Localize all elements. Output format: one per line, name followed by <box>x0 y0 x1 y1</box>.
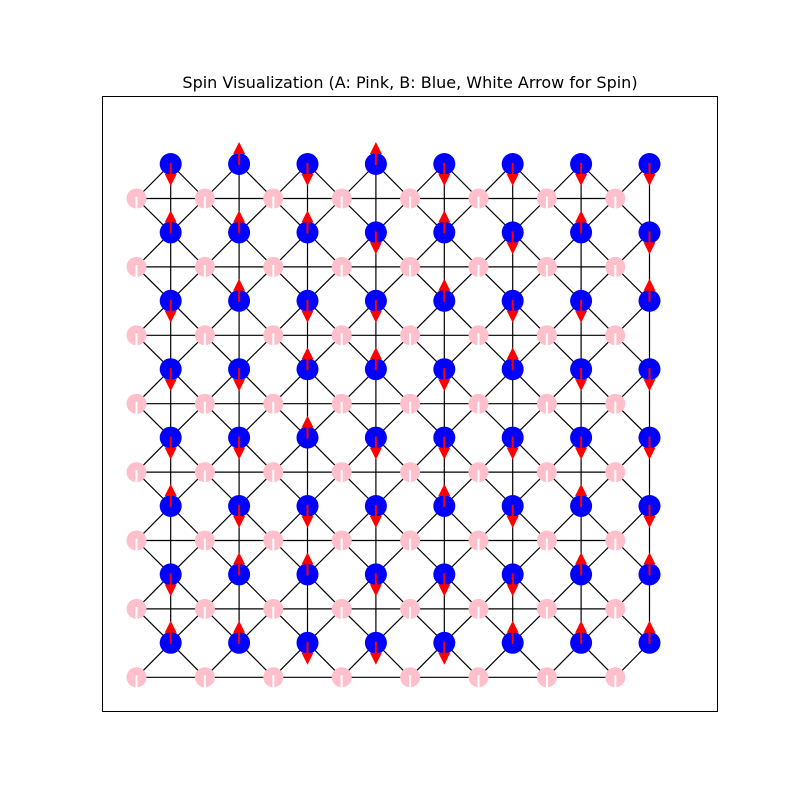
b-spin-arrow-down <box>575 310 588 323</box>
b-spin-arrow-down <box>438 652 451 665</box>
b-spin-arrow-up <box>164 210 177 223</box>
b-spin-arrow-down <box>438 379 451 392</box>
b-spin-arrow-down <box>643 379 656 392</box>
b-spin-arrow-down <box>575 379 588 392</box>
b-spin-arrow-down <box>369 584 382 597</box>
b-spin-arrow-down <box>575 174 588 186</box>
b-spin-arrow-up <box>301 415 314 428</box>
b-spin-arrow-down <box>301 516 314 528</box>
b-spin-arrow-up <box>233 210 246 223</box>
b-spin-arrow-down <box>233 379 246 392</box>
b-spin-arrow-down <box>164 447 177 460</box>
chart-title: Spin Visualization (A: Pink, B: Blue, Wh… <box>182 73 637 92</box>
b-spin-arrow-up <box>233 142 246 154</box>
b-spin-arrow-down <box>643 174 656 186</box>
b-spin-arrow-down <box>438 584 451 597</box>
b-spin-arrow-up <box>575 210 588 223</box>
b-spin-arrow-down <box>438 447 451 460</box>
b-spin-arrow-down <box>506 174 519 186</box>
b-spin-arrow-up <box>301 210 314 223</box>
b-spin-arrow-up <box>233 552 246 565</box>
b-spin-arrow-down <box>506 447 519 460</box>
b-spin-arrow-down <box>643 242 656 255</box>
b-spin-arrow-down <box>369 242 382 255</box>
b-spin-arrow-down <box>506 310 519 323</box>
b-spin-arrow-up <box>643 620 656 633</box>
b-spin-arrow-down <box>575 447 588 460</box>
b-spin-arrow-up <box>233 278 246 291</box>
b-spin-arrow-up <box>643 552 656 565</box>
b-spin-arrow-down <box>164 379 177 392</box>
b-spin-arrow-down <box>369 652 382 665</box>
b-spin-arrow-up <box>575 552 588 565</box>
b-spin-arrow-up <box>164 484 177 496</box>
plot-frame <box>102 96 718 712</box>
b-spin-arrow-down <box>301 174 314 186</box>
b-spin-arrow-up <box>438 484 451 496</box>
b-spin-arrow-up <box>369 142 382 154</box>
b-spin-arrow-down <box>369 447 382 460</box>
b-spin-arrow-up <box>233 620 246 633</box>
b-spin-arrow-up <box>301 347 314 360</box>
b-spin-arrow-down <box>233 516 246 528</box>
a-site-layer <box>126 188 626 689</box>
b-spin-arrow-up <box>575 620 588 633</box>
b-spin-arrow-up <box>438 210 451 223</box>
b-spin-arrow-down <box>506 516 519 528</box>
b-site-layer <box>159 142 661 665</box>
b-spin-arrow-up <box>164 620 177 633</box>
b-spin-arrow-down <box>233 447 246 460</box>
b-spin-arrow-down <box>301 652 314 665</box>
b-spin-arrow-down <box>506 584 519 597</box>
b-spin-arrow-down <box>643 447 656 460</box>
b-spin-arrow-down <box>506 242 519 255</box>
b-spin-arrow-down <box>369 310 382 323</box>
b-spin-arrow-up <box>301 552 314 565</box>
b-spin-arrow-down <box>643 516 656 528</box>
b-spin-arrow-down <box>301 310 314 323</box>
b-spin-arrow-down <box>369 516 382 528</box>
b-spin-arrow-up <box>506 620 519 633</box>
b-spin-arrow-up <box>369 347 382 360</box>
b-spin-arrow-down <box>438 174 451 186</box>
b-spin-arrow-down <box>164 584 177 597</box>
b-spin-arrow-down <box>164 310 177 323</box>
b-spin-arrow-up <box>643 278 656 291</box>
b-spin-arrow-up <box>506 347 519 360</box>
b-spin-arrow-up <box>575 484 588 496</box>
b-spin-arrow-up <box>438 278 451 291</box>
b-spin-arrow-down <box>164 174 177 186</box>
